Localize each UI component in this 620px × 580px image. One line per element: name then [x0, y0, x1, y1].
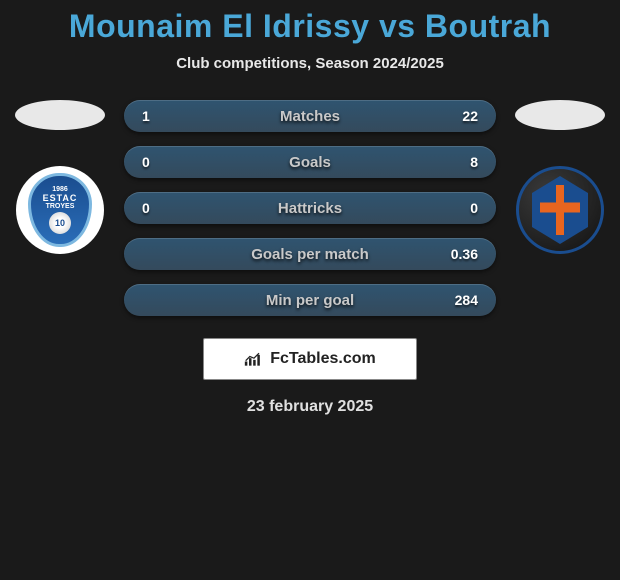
stats-list: 1 Matches 22 0 Goals 8 0 Hattricks 0 Goals per ma…: [116, 100, 504, 316]
cross-icon: [540, 185, 580, 235]
stat-label: Min per goal: [266, 292, 354, 309]
crest-city: TROYES: [46, 203, 75, 210]
branding-text: FcTables.com: [270, 350, 376, 368]
shield-icon: 1986 ESTAC TROYES 10: [28, 173, 92, 247]
stat-label: Goals per match: [251, 246, 369, 263]
stat-row: 0 Hattricks 0: [124, 192, 496, 224]
stat-row: 0 Goals 8: [124, 146, 496, 178]
stat-label: Matches: [280, 108, 340, 125]
stat-left-value: 0: [142, 200, 182, 216]
stat-row: Goals per match 0.36: [124, 238, 496, 270]
stat-label: Hattricks: [278, 200, 342, 217]
crest-ball-icon: 10: [49, 212, 71, 234]
right-club-crest: [516, 166, 604, 254]
comparison-card: Mounaim El Idrissy vs Boutrah Club compe…: [0, 0, 620, 416]
crest-name: ESTAC: [43, 193, 78, 203]
stat-left-value: 1: [142, 108, 182, 124]
stat-right-value: 284: [438, 292, 478, 308]
stat-right-value: 22: [438, 108, 478, 124]
stat-left-value: 0: [142, 154, 182, 170]
subtitle: Club competitions, Season 2024/2025: [0, 55, 620, 72]
left-club-crest: 1986 ESTAC TROYES 10: [16, 166, 104, 254]
stat-row: 1 Matches 22: [124, 100, 496, 132]
barchart-icon: [244, 351, 264, 367]
hex-icon: [532, 176, 588, 244]
branding-badge[interactable]: FcTables.com: [203, 338, 417, 380]
right-player-oval: [515, 100, 605, 130]
right-side: [504, 100, 616, 254]
left-side: 1986 ESTAC TROYES 10: [4, 100, 116, 254]
stat-label: Goals: [289, 154, 331, 171]
date-text: 23 february 2025: [0, 398, 620, 416]
stat-right-value: 8: [438, 154, 478, 170]
stat-row: Min per goal 284: [124, 284, 496, 316]
page-title: Mounaim El Idrissy vs Boutrah: [0, 8, 620, 45]
stat-right-value: 0: [438, 200, 478, 216]
stat-right-value: 0.36: [438, 246, 478, 262]
content-row: 1986 ESTAC TROYES 10 1 Matches 22 0 Goals 8 0 H…: [0, 100, 620, 316]
crest-year: 1986: [52, 186, 68, 193]
left-player-oval: [15, 100, 105, 130]
